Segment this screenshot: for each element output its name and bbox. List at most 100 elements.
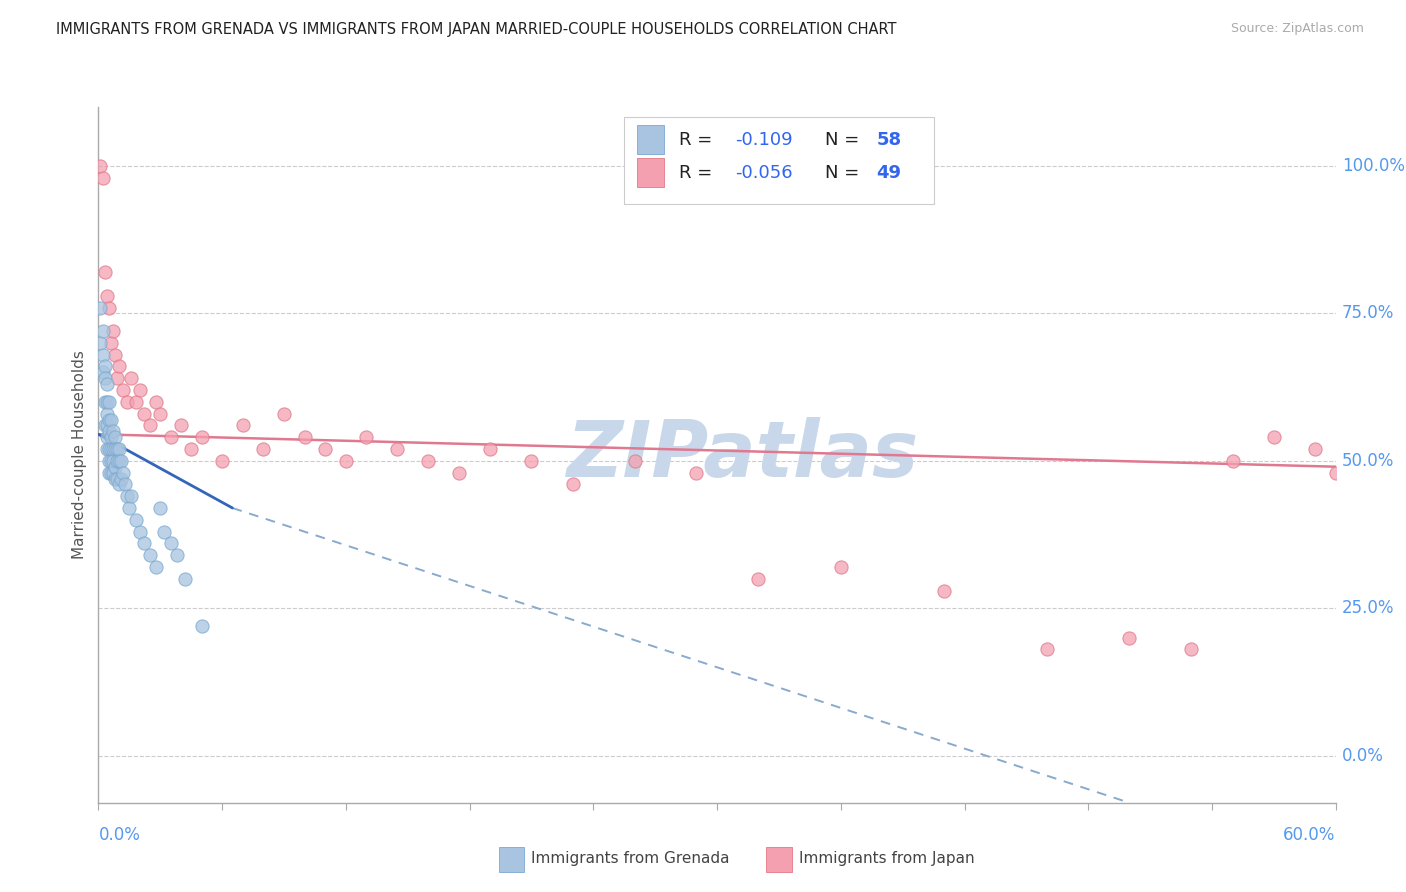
Point [97,395,120,409]
Point [190,430,212,444]
Point [356,430,378,444]
Text: 75.0%: 75.0% [1341,304,1395,322]
Point [145,560,167,574]
Point [110,471,132,485]
Point [149,407,172,421]
Point [153,524,176,539]
Text: ZIPatlas: ZIPatlas [565,417,918,493]
Point [97,442,120,456]
Text: 50.0%: 50.0% [1341,452,1395,470]
Point [105,371,128,385]
Point [112,466,135,480]
Point [561,477,583,491]
Point [114,477,136,491]
Point [89,159,111,173]
Point [101,442,124,456]
Text: 60.0%: 60.0% [1284,826,1336,845]
Text: 58: 58 [877,131,901,149]
Point [89,335,111,350]
Point [830,560,852,574]
Text: N =: N = [825,164,865,182]
Point [91,324,114,338]
Point [120,489,142,503]
FancyBboxPatch shape [637,125,664,154]
Point [128,524,150,539]
Point [1118,631,1140,645]
Point [91,365,114,379]
Point [105,471,128,485]
Point [623,454,645,468]
Point [96,377,118,392]
Point [1222,454,1244,468]
Point [479,442,502,456]
Point [180,442,202,456]
Text: N =: N = [825,131,865,149]
Point [97,454,120,468]
Point [97,301,120,315]
Point [97,412,120,426]
Point [159,536,181,550]
Point [91,348,114,362]
Point [101,454,124,468]
Point [100,454,122,468]
Point [108,477,131,491]
Point [139,418,162,433]
Point [112,383,135,397]
Point [93,418,115,433]
Point [159,430,181,444]
Point [105,454,128,468]
Text: 49: 49 [877,164,901,182]
Point [1303,442,1326,456]
Point [335,454,357,468]
Point [128,383,150,397]
Point [232,418,254,433]
Point [105,442,128,456]
Point [190,619,212,633]
Point [100,466,122,480]
Point [100,412,122,426]
Point [117,395,139,409]
Point [100,335,122,350]
Point [139,548,162,562]
Point [124,395,146,409]
Point [93,265,115,279]
Point [97,425,120,439]
Point [96,430,118,444]
Point [104,430,127,444]
Point [96,442,118,456]
Point [1180,642,1202,657]
FancyBboxPatch shape [624,118,934,204]
Point [118,500,141,515]
Point [132,536,155,550]
Text: 100.0%: 100.0% [1341,157,1405,175]
Point [449,466,471,480]
Point [211,454,233,468]
Point [273,407,295,421]
Point [1036,642,1059,657]
Point [108,359,131,374]
Text: R =: R = [679,164,717,182]
Text: -0.056: -0.056 [735,164,793,182]
Text: IMMIGRANTS FROM GRENADA VS IMMIGRANTS FROM JAPAN MARRIED-COUPLE HOUSEHOLDS CORRE: IMMIGRANTS FROM GRENADA VS IMMIGRANTS FR… [56,22,897,37]
Point [747,572,769,586]
Y-axis label: Married-couple Households: Married-couple Households [72,351,87,559]
Point [132,407,155,421]
Point [294,430,316,444]
Point [166,548,188,562]
Point [104,442,127,456]
Point [170,418,193,433]
Text: 0.0%: 0.0% [98,826,141,845]
Point [100,430,122,444]
Point [685,466,707,480]
Point [1263,430,1285,444]
Text: Source: ZipAtlas.com: Source: ZipAtlas.com [1230,22,1364,36]
Point [100,442,122,456]
Point [418,454,440,468]
Point [387,442,409,456]
FancyBboxPatch shape [637,158,664,187]
Point [96,407,118,421]
Point [108,442,131,456]
Point [117,489,139,503]
Point [520,454,543,468]
Point [1324,466,1347,480]
